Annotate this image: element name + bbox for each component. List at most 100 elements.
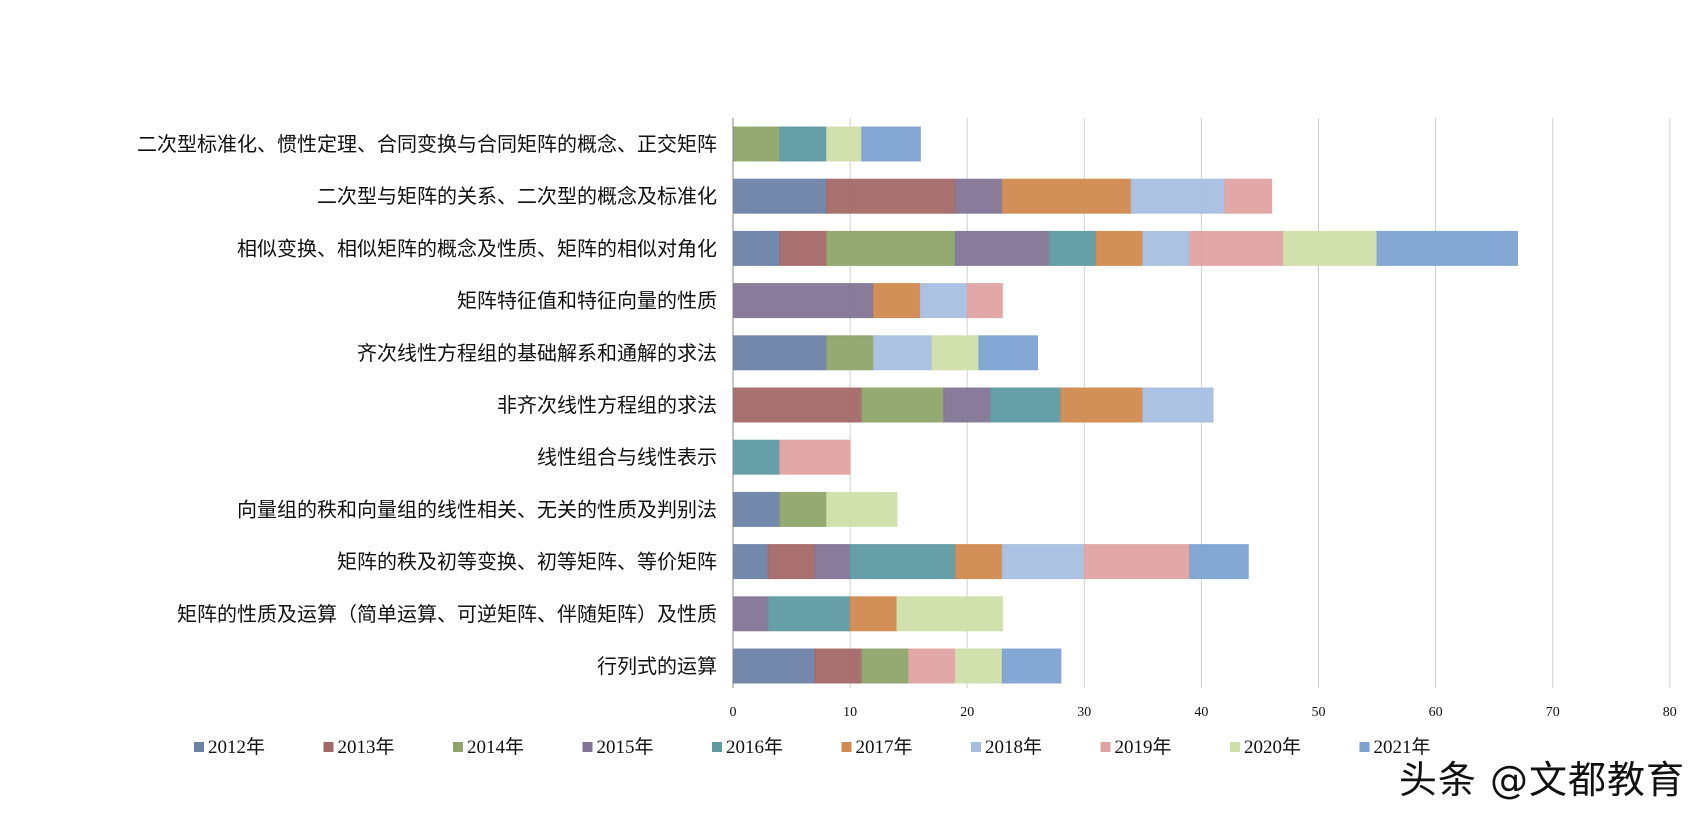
bar-segment bbox=[919, 283, 968, 319]
bar-segment bbox=[1001, 648, 1062, 684]
bar-segment bbox=[826, 491, 898, 527]
bar-segment bbox=[954, 230, 1050, 266]
legend-label: 2016年 bbox=[726, 736, 783, 758]
bar-segment bbox=[767, 544, 816, 580]
category-label: 矩阵的秩及初等变换、初等矩阵、等价矩阵 bbox=[337, 550, 717, 574]
legend-swatch bbox=[971, 742, 981, 752]
category-label: 非齐次线性方程组的求法 bbox=[497, 393, 717, 417]
category-label: 矩阵的性质及运算（简单运算、可逆矩阵、伴随矩阵）及性质 bbox=[177, 602, 717, 626]
bar-segment bbox=[814, 544, 851, 580]
x-tick-label: 10 bbox=[843, 705, 857, 720]
bar-segment bbox=[943, 387, 992, 423]
bar-segment bbox=[732, 439, 781, 475]
bar-segment bbox=[990, 387, 1062, 423]
bar-segment bbox=[966, 283, 1003, 319]
bar-segment bbox=[826, 178, 956, 214]
bar-segment bbox=[931, 335, 980, 371]
bar-segment bbox=[814, 648, 863, 684]
category-labels: 二次型标准化、惯性定理、合同变换与合同矩阵的概念、正交矩阵二次型与矩阵的关系、二… bbox=[137, 132, 717, 678]
bar-segment bbox=[732, 283, 875, 319]
category-label: 矩阵特征值和特征向量的性质 bbox=[457, 289, 717, 313]
bar-segment bbox=[954, 648, 1003, 684]
category-label: 行列式的运算 bbox=[597, 654, 717, 678]
legend-label: 2021年 bbox=[1374, 736, 1431, 758]
bar-segment bbox=[1189, 230, 1284, 266]
bar-segment bbox=[779, 439, 851, 475]
bar-segment bbox=[896, 596, 1003, 632]
bar-segment bbox=[732, 544, 769, 580]
x-tick-label: 50 bbox=[1312, 705, 1326, 720]
x-tick-label: 40 bbox=[1194, 705, 1208, 720]
legend-swatch bbox=[582, 742, 593, 752]
legend-swatch bbox=[1359, 742, 1370, 752]
bar-segment bbox=[826, 335, 875, 371]
bar-segment bbox=[1060, 387, 1144, 423]
category-label: 相似变换、相似矩阵的概念及性质、矩阵的相似对角化 bbox=[237, 236, 717, 260]
legend-swatch bbox=[1100, 742, 1111, 752]
bar-segment bbox=[779, 126, 828, 162]
legend-swatch bbox=[323, 742, 334, 752]
bar-segment bbox=[978, 335, 1038, 371]
legend-swatch bbox=[1230, 742, 1240, 752]
legend-label: 2014年 bbox=[467, 736, 524, 758]
bar-segment bbox=[1048, 230, 1097, 266]
bar-segment bbox=[779, 230, 828, 266]
category-label: 二次型标准化、惯性定理、合同变换与合同矩阵的概念、正交矩阵 bbox=[137, 132, 717, 156]
x-tick-label: 0 bbox=[730, 705, 737, 720]
bar-segment bbox=[732, 126, 781, 162]
bar-segment bbox=[1001, 178, 1132, 214]
bar-segment bbox=[767, 596, 851, 632]
bar-segment bbox=[1130, 178, 1226, 214]
bar-segment bbox=[1224, 178, 1273, 214]
bar-segment bbox=[1095, 230, 1144, 266]
bar-segment bbox=[1376, 230, 1519, 266]
legend-label: 2018年 bbox=[985, 736, 1042, 758]
legend-label: 2020年 bbox=[1244, 736, 1301, 758]
bar-segment bbox=[861, 126, 921, 162]
legend-swatch bbox=[194, 742, 204, 752]
x-tick-label: 60 bbox=[1429, 705, 1443, 720]
bar-segment bbox=[732, 335, 828, 371]
legend-label: 2019年 bbox=[1115, 736, 1172, 758]
bar-segment bbox=[954, 178, 1003, 214]
legend-swatch bbox=[841, 742, 852, 752]
bar-segment bbox=[849, 596, 898, 632]
bar-segment bbox=[1001, 544, 1085, 580]
bar-segment bbox=[732, 648, 816, 684]
legend-label: 2015年 bbox=[597, 736, 654, 758]
bar-segment bbox=[861, 387, 945, 423]
x-tick-label: 20 bbox=[960, 705, 974, 720]
category-label: 向量组的秩和向量组的线性相关、无关的性质及判别法 bbox=[237, 497, 717, 521]
bar-segment bbox=[826, 126, 863, 162]
bar-segment bbox=[849, 544, 956, 580]
bar-segment bbox=[732, 230, 781, 266]
x-tick-label: 30 bbox=[1077, 705, 1091, 720]
bar-segment bbox=[732, 387, 863, 423]
category-label: 齐次线性方程组的基础解系和通解的求法 bbox=[357, 341, 717, 365]
bar-segment bbox=[732, 178, 828, 214]
bar-segment bbox=[954, 544, 1003, 580]
legend-label: 2017年 bbox=[856, 736, 913, 758]
watermark: 头条 @文都教育 bbox=[1398, 758, 1685, 802]
bar-segment bbox=[1189, 544, 1249, 580]
x-tick-label: 70 bbox=[1546, 705, 1560, 720]
bar-segment bbox=[873, 335, 933, 371]
legend-label: 2013年 bbox=[338, 736, 395, 758]
x-tick-labels: 0 10 20 30 40 50 60 70 80 bbox=[730, 705, 1677, 720]
bar-segment bbox=[1142, 387, 1214, 423]
legend-swatch bbox=[453, 742, 463, 752]
bar-segment bbox=[1083, 544, 1191, 580]
legend: 2012年 2013年 2014年 2015年 2016年 2017年 2018年 2019年… bbox=[194, 736, 1431, 758]
bar-segment bbox=[861, 648, 910, 684]
bar-segment bbox=[732, 491, 781, 527]
category-label: 线性组合与线性表示 bbox=[537, 445, 717, 469]
bar-segments bbox=[732, 126, 1519, 684]
x-tick-label: 80 bbox=[1663, 705, 1677, 720]
bar-segment bbox=[1282, 230, 1378, 266]
bar-segment bbox=[732, 596, 769, 632]
category-label: 二次型与矩阵的关系、二次型的概念及标准化 bbox=[317, 184, 717, 208]
bar-segment bbox=[826, 230, 956, 266]
bar-segment bbox=[873, 283, 921, 319]
bar-segment bbox=[779, 491, 828, 527]
